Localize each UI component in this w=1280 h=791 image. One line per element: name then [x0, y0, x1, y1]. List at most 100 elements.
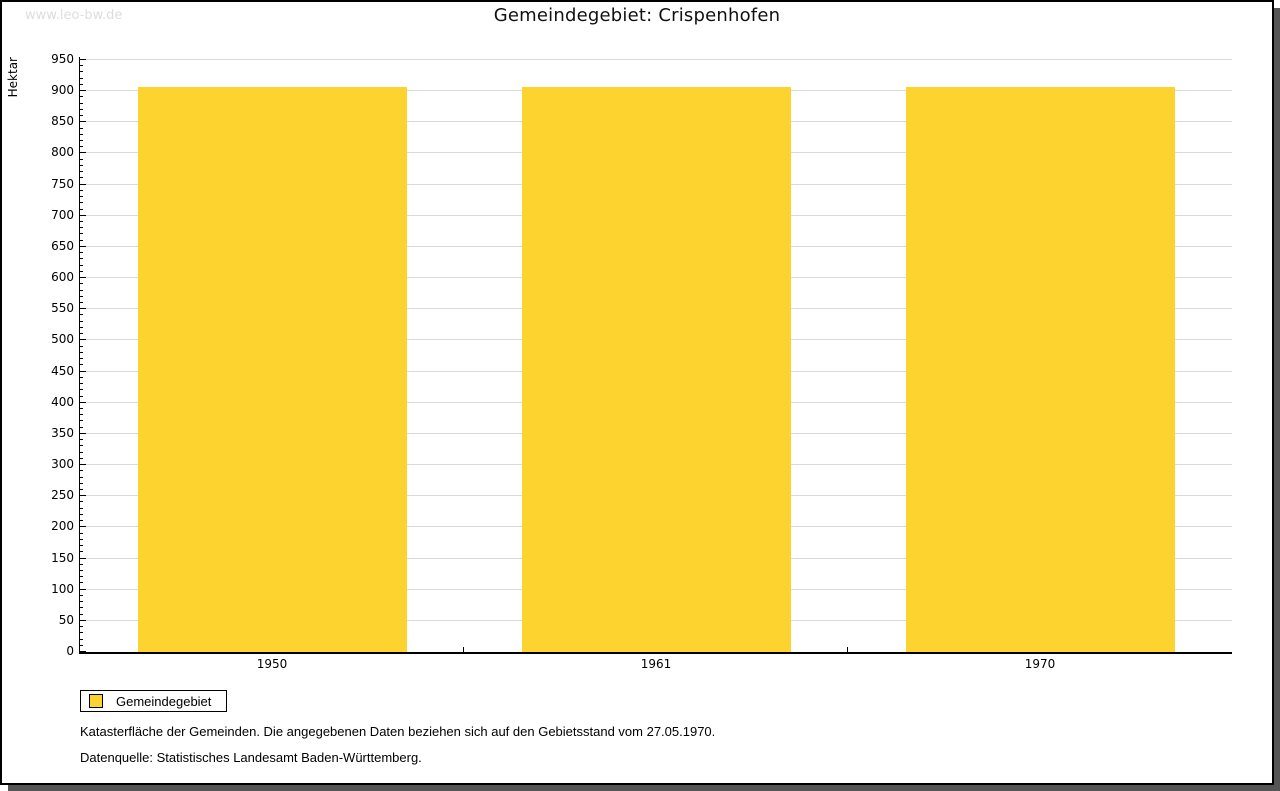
y-axis-minor-tick: [80, 146, 83, 147]
y-axis-minor-tick: [80, 420, 83, 421]
y-tick-label: 950: [51, 52, 74, 66]
y-axis-minor-tick: [80, 477, 83, 478]
y-axis-major-tick: [80, 526, 86, 527]
y-axis-minor-tick: [80, 520, 83, 521]
y-tick-label: 0: [66, 644, 74, 658]
y-tick-label: 350: [51, 426, 74, 440]
y-tick-label: 700: [51, 208, 74, 222]
y-axis-major-tick: [80, 152, 86, 153]
y-axis-minor-tick: [80, 103, 83, 104]
gridline-y: [80, 59, 1232, 60]
y-axis-minor-tick: [80, 159, 83, 160]
y-axis-minor-tick: [80, 352, 83, 353]
y-axis-minor-tick: [80, 364, 83, 365]
y-tick-label: 850: [51, 114, 74, 128]
y-axis-major-tick: [80, 620, 86, 621]
y-axis-minor-tick: [80, 134, 83, 135]
y-axis-minor-tick: [80, 439, 83, 440]
y-axis-minor-tick: [80, 545, 83, 546]
y-axis-minor-tick: [80, 570, 83, 571]
bar-1970: [906, 87, 1175, 652]
y-axis-minor-tick: [80, 452, 83, 453]
y-axis-minor-tick: [80, 296, 83, 297]
x-axis-boundary-tick: [847, 647, 848, 652]
y-axis-major-tick: [80, 402, 86, 403]
y-axis-minor-tick: [80, 614, 83, 615]
y-axis-minor-tick: [80, 445, 83, 446]
legend: Gemeindegebiet: [80, 690, 228, 712]
y-axis-minor-tick: [80, 632, 83, 633]
y-axis-minor-tick: [80, 576, 83, 577]
y-axis-major-tick: [80, 433, 86, 434]
y-tick-label: 50: [58, 613, 74, 627]
y-axis-minor-tick: [80, 209, 83, 210]
chart-title: Gemeindegebiet: Crispenhofen: [493, 5, 781, 26]
y-axis-major-tick: [80, 495, 86, 496]
y-axis-minor-tick: [80, 190, 83, 191]
x-tick-label: 1961: [640, 657, 672, 671]
y-tick-label: 100: [51, 582, 74, 596]
y-axis-major-tick: [80, 277, 86, 278]
y-axis-minor-tick: [80, 396, 83, 397]
footnote-source: Datenquelle: Statistisches Landesamt Bad…: [80, 750, 422, 765]
y-axis-minor-tick: [80, 65, 83, 66]
y-axis-minor-tick: [80, 427, 83, 428]
y-axis-minor-tick: [80, 109, 83, 110]
y-axis-minor-tick: [80, 383, 83, 384]
y-axis-minor-tick: [80, 645, 83, 646]
y-axis-major-tick: [80, 121, 86, 122]
y-axis-minor-tick: [80, 202, 83, 203]
y-axis-minor-tick: [80, 271, 83, 272]
y-axis-major-tick: [80, 215, 86, 216]
y-axis-minor-tick: [80, 533, 83, 534]
y-axis-minor-tick: [80, 96, 83, 97]
y-axis-label: Hektar: [6, 55, 20, 107]
legend-swatch-icon: [89, 694, 103, 708]
y-axis-major-tick: [80, 558, 86, 559]
y-axis-minor-tick: [80, 302, 83, 303]
y-tick-label: 400: [51, 395, 74, 409]
y-axis-minor-tick: [80, 221, 83, 222]
y-axis-minor-tick: [80, 389, 83, 390]
y-axis-minor-tick: [80, 78, 83, 79]
y-tick-label: 300: [51, 457, 74, 471]
y-axis-minor-tick: [80, 71, 83, 72]
y-tick-label: 650: [51, 239, 74, 253]
y-axis-major-tick: [80, 184, 86, 185]
y-tick-label: 250: [51, 488, 74, 502]
y-axis-minor-tick: [80, 551, 83, 552]
y-axis-label-text: Hektar: [6, 57, 20, 98]
y-axis-minor-tick: [80, 84, 83, 85]
y-axis-minor-tick: [80, 508, 83, 509]
legend-label: Gemeindegebiet: [116, 693, 212, 709]
y-axis-major-tick: [80, 339, 86, 340]
y-axis-minor-tick: [80, 489, 83, 490]
y-axis-minor-tick: [80, 165, 83, 166]
y-axis-minor-tick: [80, 607, 83, 608]
y-axis-minor-tick: [80, 408, 83, 409]
y-axis-minor-tick: [80, 258, 83, 259]
y-axis-minor-tick: [80, 501, 83, 502]
y-axis-minor-tick: [80, 196, 83, 197]
y-axis-minor-tick: [80, 171, 83, 172]
y-axis-major-tick: [80, 90, 86, 91]
y-axis-minor-tick: [80, 233, 83, 234]
y-axis-minor-tick: [80, 321, 83, 322]
y-axis-minor-tick: [80, 283, 83, 284]
y-tick-label: 200: [51, 519, 74, 533]
y-tick-label: 150: [51, 551, 74, 565]
y-axis-minor-tick: [80, 377, 83, 378]
y-axis-minor-tick: [80, 458, 83, 459]
y-axis-minor-tick: [80, 564, 83, 565]
y-tick-label: 600: [51, 270, 74, 284]
watermark-url: www.leo-bw.de: [25, 8, 123, 23]
y-tick-label: 800: [51, 145, 74, 159]
y-axis-minor-tick: [80, 227, 83, 228]
x-tick-label: 1970: [1024, 657, 1056, 671]
y-axis-minor-tick: [80, 265, 83, 266]
y-tick-label: 750: [51, 177, 74, 191]
y-tick-label: 900: [51, 83, 74, 97]
bar-1950: [138, 87, 407, 652]
y-axis-minor-tick: [80, 346, 83, 347]
